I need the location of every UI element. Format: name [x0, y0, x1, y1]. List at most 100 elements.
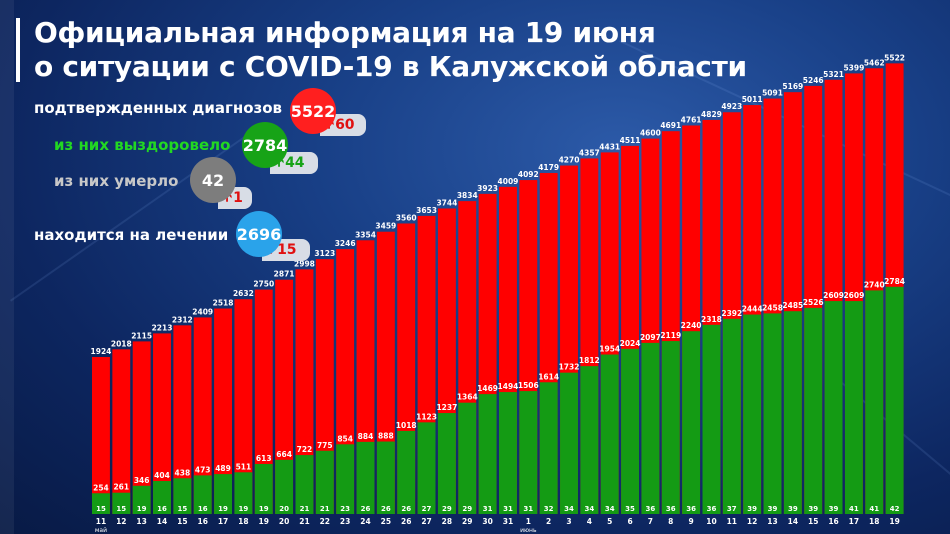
died-value-label: 21	[320, 505, 330, 513]
x-tick-label: 26	[401, 517, 411, 526]
confirmed-value-label: 2213	[152, 323, 173, 332]
recovered-bar	[254, 463, 273, 514]
x-tick-label: 1	[526, 517, 531, 526]
x-tick-label: 18	[238, 517, 248, 526]
confirmed-bar	[92, 356, 110, 514]
recovered-value-label: 722	[297, 445, 313, 454]
x-tick-label: 8	[668, 517, 673, 526]
died-value-label: 39	[747, 505, 757, 513]
confirmed-value-label: 4511	[620, 136, 641, 145]
recovered-value-label: 1469	[477, 384, 498, 393]
confirmed-value-label: 4357	[579, 148, 600, 157]
confirmed-value-label: 4431	[599, 142, 620, 151]
recovered-bar	[539, 382, 558, 514]
recovered-value-label: 438	[175, 468, 191, 477]
died-value-label: 15	[116, 505, 126, 513]
recovered-bar	[173, 478, 192, 514]
confirmed-value-label: 3834	[457, 191, 478, 200]
died-value-label: 29	[462, 505, 472, 513]
confirmed-bar	[132, 341, 151, 514]
died-value-label: 36	[686, 505, 696, 513]
recovered-value-label: 884	[358, 432, 374, 441]
recovered-bar	[560, 372, 578, 514]
x-tick-label: 14	[157, 517, 167, 526]
recovered-value-label: 854	[337, 434, 353, 443]
recovered-bar	[397, 430, 416, 514]
confirmed-bar	[295, 269, 314, 514]
x-tick-label: 9	[688, 517, 693, 526]
confirmed-label: подтвержденных диагнозов	[34, 99, 283, 117]
recovered-value-label: 404	[154, 471, 170, 480]
confirmed-value-label: 3560	[396, 213, 417, 222]
died-value-label: 19	[259, 505, 269, 513]
x-tick-label: 24	[360, 517, 370, 526]
recovered-value-label: 1364	[457, 393, 478, 402]
recovered-bar	[356, 441, 375, 514]
recovered-value-circle: 2784	[242, 122, 288, 168]
confirmed-value-label: 2518	[213, 299, 234, 308]
confirmed-bar	[254, 289, 273, 514]
recovered-bar	[722, 318, 741, 514]
x-tick-label: 29	[462, 517, 472, 526]
died-value-label: 32	[544, 505, 554, 513]
confirmed-value-label: 2312	[172, 315, 193, 324]
recovered-bar	[315, 450, 334, 514]
x-tick-label: 18	[869, 517, 879, 526]
died-label: из них умерло	[54, 172, 179, 190]
died-value-label: 41	[849, 505, 859, 513]
treatment-label: находится на лечении	[34, 226, 229, 244]
recovered-value-label: 1506	[518, 381, 539, 390]
died-value-label: 37	[727, 505, 737, 513]
x-tick-label: 28	[442, 517, 452, 526]
confirmed-value-label: 3354	[355, 230, 376, 239]
recovered-bar	[132, 485, 151, 514]
month-label: май	[95, 527, 107, 534]
x-tick-label: 3	[566, 517, 571, 526]
x-tick-label: 15	[808, 517, 818, 526]
died-value-label: 19	[137, 505, 147, 513]
died-value-circle: 42	[190, 157, 236, 203]
recovered-bar	[804, 307, 823, 514]
recovered-bar	[417, 422, 436, 514]
recovered-value: 2784	[242, 135, 288, 155]
died-value-label: 23	[340, 505, 350, 513]
x-tick-label: 27	[421, 517, 431, 526]
confirmed-bar	[153, 333, 171, 514]
x-tick-label: 21	[299, 517, 309, 526]
died-value-label: 34	[564, 505, 574, 513]
recovered-value-label: 775	[317, 441, 333, 450]
confirmed-value-label: 3653	[416, 206, 437, 215]
recovered-value-label: 2740	[864, 280, 885, 289]
recovered-bar	[865, 290, 884, 514]
treatment-value-circle: 2696	[236, 211, 282, 257]
confirmed-bar	[315, 259, 334, 514]
x-tick-label: 19	[259, 517, 269, 526]
recovered-value-label: 2444	[742, 305, 763, 314]
confirmed-value-label: 2018	[111, 339, 132, 348]
died-value-label: 31	[523, 505, 533, 513]
x-tick-label: 31	[503, 517, 513, 526]
confirmed-value-label: 3923	[477, 184, 498, 193]
confirmed-value-circle: 5522	[290, 88, 336, 134]
recovered-value-label: 1812	[579, 356, 600, 365]
confirmed-bar	[234, 299, 253, 514]
confirmed-value-label: 5169	[782, 82, 803, 91]
died-value-label: 31	[503, 505, 513, 513]
confirmed-value-label: 4761	[681, 115, 702, 124]
page-title: Официальная информация на 19 июня о ситу…	[34, 16, 747, 84]
recovered-value-label: 2392	[721, 309, 742, 318]
recovered-value-label: 261	[113, 483, 129, 492]
recovered-bar	[112, 492, 131, 514]
recovered-bar	[600, 354, 619, 514]
died-value-label: 16	[198, 505, 208, 513]
recovered-value-label: 2526	[803, 298, 824, 307]
x-tick-label: 7	[648, 517, 653, 526]
died-value-label: 34	[605, 505, 615, 513]
recovered-value-label: 346	[134, 476, 150, 485]
died-value-label: 20	[279, 505, 289, 513]
died-value-label: 39	[808, 505, 818, 513]
recovered-label: из них выздоровело	[54, 136, 231, 154]
x-tick-label: 22	[320, 517, 330, 526]
title-accent-bar	[16, 18, 20, 82]
x-tick-label: 2	[546, 517, 551, 526]
